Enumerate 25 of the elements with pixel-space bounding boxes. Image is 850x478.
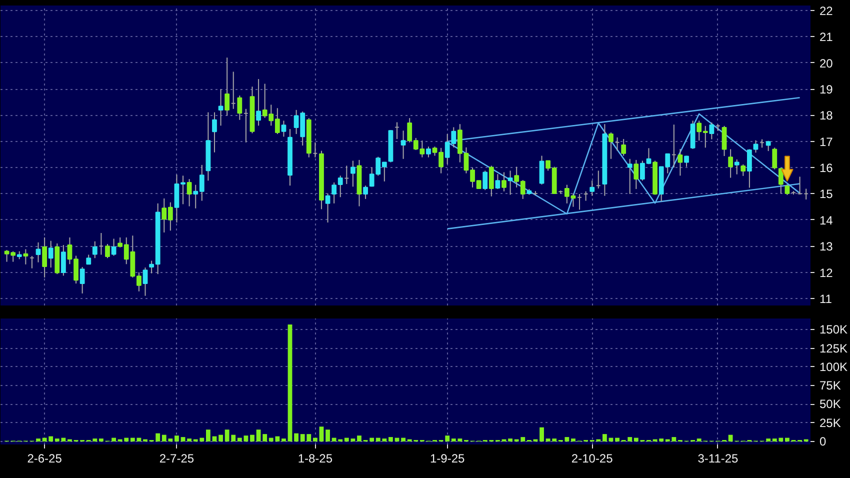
y-tick-label: 0 xyxy=(820,434,826,449)
y-tick-label: 20 xyxy=(820,56,834,70)
y-tick-label: 17 xyxy=(820,134,834,149)
y-tick-label: 125K xyxy=(820,341,848,356)
y-tick-label: 21 xyxy=(820,30,834,44)
x-tick-label: 2-6-25 xyxy=(27,452,62,466)
y-tick-label: 13 xyxy=(820,240,834,254)
y-tick-label: 14 xyxy=(820,213,834,228)
y-tick-label: 19 xyxy=(820,82,834,97)
x-tick-label: 3-11-25 xyxy=(698,452,739,466)
x-tick-label: 2-10-25 xyxy=(571,452,614,466)
y-tick-label: 75K xyxy=(820,378,841,393)
y-tick-label: 50K xyxy=(820,397,841,412)
y-tick-label: 16 xyxy=(820,161,834,176)
y-tick-label: 100K xyxy=(820,360,848,374)
x-tick-label: 1-8-25 xyxy=(298,452,333,466)
y-tick-label: 15 xyxy=(820,187,834,202)
x-tick-label: 1-9-25 xyxy=(430,452,466,466)
y-tick-label: 18 xyxy=(820,108,834,123)
y-tick-label: 25K xyxy=(820,416,841,430)
y-tick-label: 22 xyxy=(820,4,834,18)
y-tick-label: 11 xyxy=(820,292,832,306)
x-tick-label: 2-7-25 xyxy=(159,452,194,466)
y-tick-label: 12 xyxy=(820,266,834,280)
y-tick-label: 150K xyxy=(820,322,848,337)
